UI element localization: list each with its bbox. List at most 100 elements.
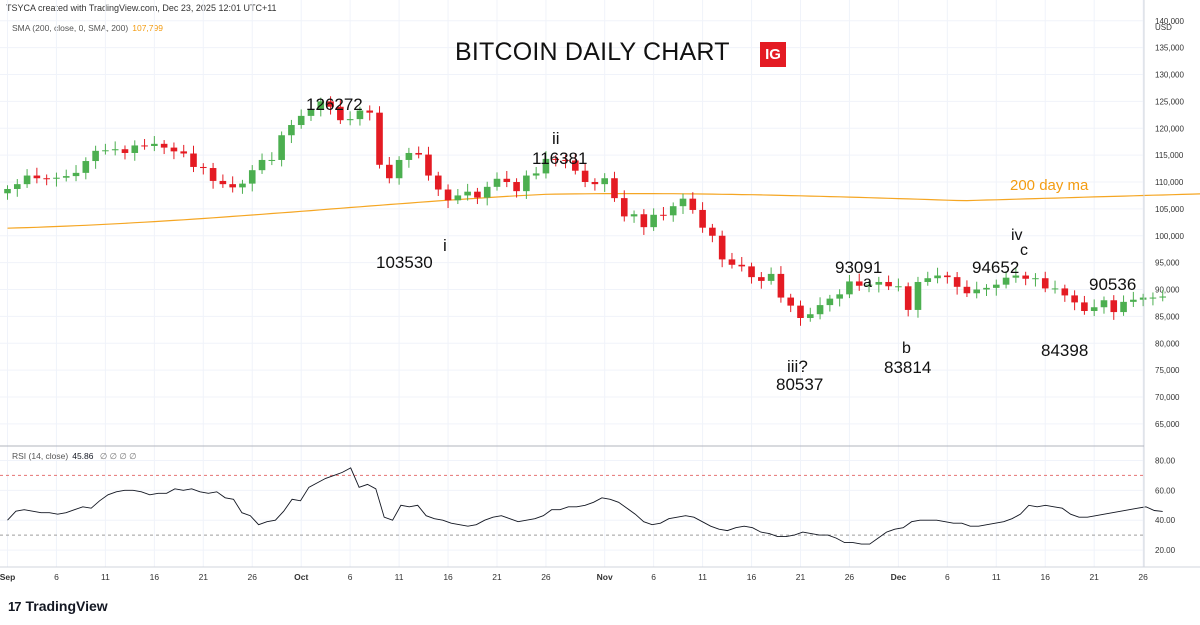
candles [4, 96, 1167, 326]
candle-body [43, 178, 50, 180]
price-tick-label: 95,000 [1155, 259, 1180, 268]
annotation-recent-low: 84398 [1041, 341, 1089, 360]
candle-body [1022, 275, 1029, 279]
rsi-label: RSI (14, close) [12, 451, 69, 461]
candle-body [630, 214, 638, 217]
candle-body [1061, 288, 1069, 296]
rsi-line [7, 467, 1163, 545]
candle-body [826, 298, 834, 306]
candle-body [1139, 297, 1147, 300]
candle-body [219, 180, 227, 185]
candle-body [229, 184, 236, 188]
annotation-a-value: 93091 [835, 258, 883, 277]
annotation-wave-ii-value: 116381 [532, 149, 588, 168]
time-tick-label: 16 [443, 572, 453, 582]
candle-body [4, 188, 11, 194]
candle-body [483, 186, 491, 198]
created-line: TSYCA created with TradingView.com, Dec … [6, 3, 277, 13]
candle-body [836, 294, 843, 299]
candle-body [787, 297, 794, 306]
annotation-wave-iv: iv [1011, 227, 1023, 244]
candle-body [92, 150, 99, 162]
tradingview-logo-icon: 17 [8, 598, 22, 614]
rsi-tick-label: 40.00 [1155, 516, 1176, 525]
candle-body [13, 184, 21, 189]
candle-body [660, 214, 667, 216]
candle-body [1041, 278, 1049, 289]
tradingview-brand[interactable]: 17 TradingView [8, 598, 108, 614]
time-tick-label: 11 [698, 572, 707, 582]
candle-body [650, 214, 657, 228]
sma-legend[interactable]: SMA (200, close, 0, SMA, 200) 107,799 [12, 23, 163, 33]
candle-body [562, 159, 569, 161]
candle-body [337, 106, 344, 121]
annotation-last-value: 90536 [1089, 275, 1137, 294]
rsi-legend[interactable]: RSI (14, close) 45.86 ∅ ∅ ∅ ∅ [12, 451, 137, 462]
price-tick-label: 125,000 [1155, 97, 1184, 106]
time-tick-label: 26 [541, 572, 551, 582]
candle-body [865, 284, 873, 286]
rsi-extra-values: ∅ ∅ ∅ ∅ [99, 451, 137, 461]
candle-body [493, 178, 501, 187]
candle-body [640, 214, 648, 228]
candle-body [611, 178, 618, 199]
ig-logo: IG [760, 42, 786, 67]
price-tick-label: 85,000 [1155, 312, 1180, 321]
candle-body [620, 198, 628, 217]
time-tick-label: 6 [945, 572, 950, 582]
candle-body [1002, 277, 1010, 285]
time-tick-label: 11 [992, 572, 1001, 582]
candle-body [307, 109, 315, 116]
candle-body [992, 284, 1000, 288]
candle-body [572, 160, 579, 171]
candle-body [121, 149, 129, 153]
price-tick-label: 75,000 [1155, 366, 1180, 375]
time-tick-label: 21 [199, 572, 209, 582]
tradingview-wordmark: TradingView [25, 598, 108, 614]
price-tick-label: 135,000 [1155, 44, 1184, 53]
annotation-b-value: 83814 [884, 358, 932, 377]
time-tick-label: 6 [54, 572, 59, 582]
candle-body [767, 273, 775, 281]
price-tick-label: 70,000 [1155, 393, 1180, 402]
candle-body [102, 150, 109, 152]
candle-body [523, 175, 530, 192]
rsi-tick-label: 80.00 [1155, 456, 1176, 465]
candle-body [268, 159, 276, 161]
candle-body [934, 275, 941, 279]
time-tick-label: 21 [796, 572, 806, 582]
x-axis-ticks: Sep 6 11 16 21 26 Oct 6 11 16 21 26 Nov 6 11 16 21 26 Dec 6… [0, 572, 1148, 582]
candle-body [151, 143, 158, 146]
candle-body [111, 149, 119, 151]
candle-body [963, 286, 971, 294]
candle-body [953, 277, 961, 287]
annotation-peak: 126272 [306, 95, 363, 114]
candle-body [591, 182, 599, 185]
time-tick-label: 26 [248, 572, 258, 582]
time-tick-label: Nov [597, 572, 613, 582]
time-tick-label: 11 [101, 572, 110, 582]
time-tick-label: 26 [1138, 572, 1148, 582]
candle-body [718, 235, 726, 260]
annotation-wave-i: i [443, 236, 447, 255]
candle-body [444, 189, 452, 201]
candle-body [669, 206, 677, 216]
annotation-low-i-value: 103530 [376, 253, 433, 272]
candle-body [190, 153, 197, 167]
candle-body [885, 281, 892, 287]
time-tick-label: 6 [651, 572, 656, 582]
candle-body [601, 178, 608, 185]
candle-body [1032, 278, 1039, 280]
candle-body [1012, 275, 1020, 278]
candle-body [288, 125, 295, 136]
time-tick-label: 16 [150, 572, 160, 582]
candle-body [924, 278, 932, 282]
candle-body [738, 264, 746, 267]
candle-body [33, 175, 41, 179]
candle-body [23, 175, 31, 185]
candle-body [855, 281, 863, 286]
candle-body [816, 305, 824, 315]
candle-body [679, 198, 687, 207]
candle-body [82, 161, 90, 173]
